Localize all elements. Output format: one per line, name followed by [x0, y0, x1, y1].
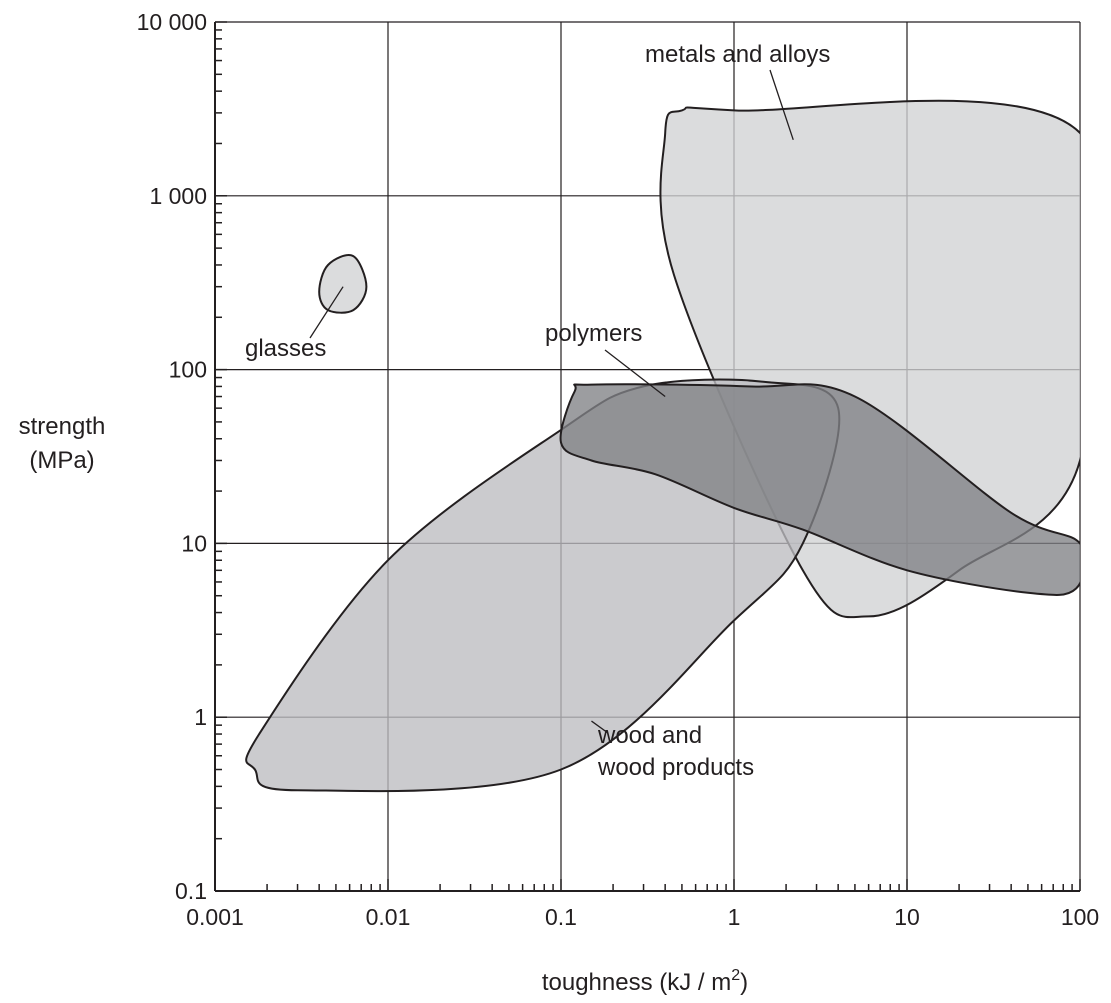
region-glasses — [318, 254, 368, 314]
label-wood-and-wood-products-line-2: wood products — [597, 754, 754, 781]
y-tick-label: 1 000 — [149, 183, 207, 209]
x-tick-label: 100 — [1061, 904, 1099, 930]
label-metals-and-alloys: metals and alloys — [645, 41, 830, 68]
x-tick-label: 1 — [728, 904, 741, 930]
y-tick-label: 100 — [169, 357, 207, 383]
x-tick-label: 10 — [894, 904, 920, 930]
y-tick-label: 1 — [194, 704, 207, 730]
x-tick-label: 0.1 — [545, 904, 577, 930]
material-regions — [245, 99, 1080, 793]
region-labels: metals and alloys wood and wood products po… — [245, 41, 830, 781]
leader-line-metals-and-alloys — [769, 69, 794, 141]
leader-line-glasses — [309, 286, 344, 339]
axis-ticks — [214, 21, 1081, 892]
y-tick-label: 10 — [181, 530, 207, 556]
x-axis-title: toughness (kJ / m2) — [542, 967, 748, 996]
x-tick-label: 0.01 — [366, 904, 411, 930]
region-polymers — [559, 383, 1080, 596]
y-axis-title-line-1: strength — [19, 413, 106, 440]
y-axis-title-line-2: (MPa) — [29, 447, 94, 474]
label-wood-and-wood-products-line-1: wood and — [597, 722, 702, 749]
leader-line-wood-and-wood-products — [591, 720, 609, 734]
y-tick-label: 10 000 — [137, 9, 207, 35]
label-polymers: polymers — [545, 320, 642, 347]
leader-line-polymers — [604, 349, 666, 398]
label-glasses: glasses — [245, 335, 326, 362]
x-tick-label: 0.001 — [186, 904, 244, 930]
y-tick-label: 0.1 — [175, 878, 207, 904]
